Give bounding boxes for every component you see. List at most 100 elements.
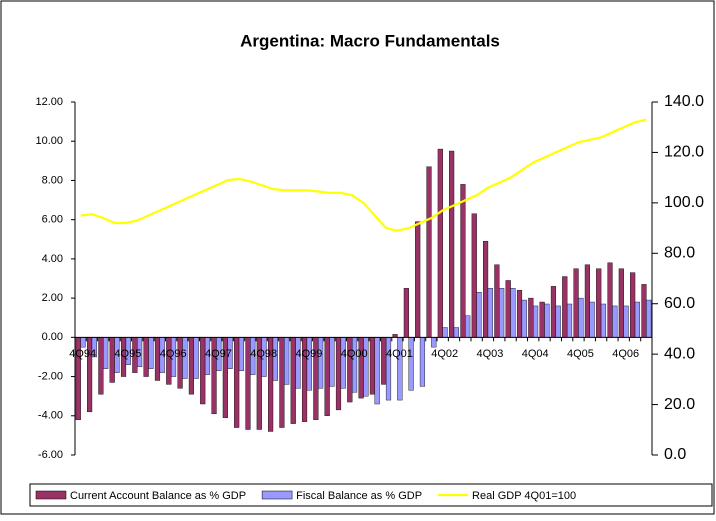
y2-tick-label: 100.0: [664, 194, 704, 211]
bar: [555, 305, 561, 338]
y-tick-label: -2.00: [38, 370, 63, 382]
bar: [596, 268, 602, 338]
bar: [295, 337, 301, 389]
bar: [431, 337, 437, 348]
bar: [188, 337, 194, 395]
bar: [324, 337, 330, 416]
bar: [607, 262, 613, 338]
bar: [238, 337, 245, 371]
bar: [306, 337, 312, 391]
bar: [562, 276, 568, 338]
bar: [589, 301, 595, 338]
x-tick-label: 4Q96: [160, 348, 187, 360]
bar: [177, 337, 183, 389]
bar: [166, 337, 172, 385]
y2-tick-label: 20.0: [664, 396, 695, 413]
x-tick-label: 4Q00: [341, 348, 368, 360]
bar: [363, 337, 369, 397]
bar: [453, 327, 459, 338]
bar: [193, 337, 199, 379]
bar: [584, 264, 590, 338]
bar: [397, 337, 403, 401]
bar: [419, 337, 426, 387]
x-tick-label: 4Q94: [69, 348, 96, 360]
bar: [521, 299, 527, 338]
bar: [415, 221, 421, 338]
y-tick-label: 12.00: [35, 96, 63, 108]
bar: [98, 337, 104, 395]
bar: [533, 305, 539, 338]
bar: [284, 337, 290, 385]
x-tick-label: 4Q01: [386, 348, 413, 360]
bar: [623, 305, 629, 338]
x-tick-label: 4Q03: [476, 348, 503, 360]
bar: [516, 290, 523, 338]
bar: [340, 337, 346, 389]
legend-label: Current Account Balance as % GDP: [70, 490, 246, 502]
bar: [80, 337, 86, 348]
line-series: [80, 118, 647, 232]
bar: [482, 241, 489, 338]
y-tick-label: -6.00: [38, 449, 63, 461]
bar: [369, 337, 376, 395]
y2-tick-label: 60.0: [664, 295, 695, 312]
bar: [634, 301, 640, 338]
bar: [630, 272, 636, 338]
x-tick-label: 4Q95: [114, 348, 141, 360]
y2-tick-label: 80.0: [664, 245, 695, 262]
bar: [358, 337, 364, 399]
bar: [329, 337, 335, 387]
bar: [528, 297, 534, 338]
bar: [641, 284, 647, 338]
bar: [471, 213, 477, 338]
legend-box: [29, 483, 713, 507]
legend-label: Real GDP 4Q01=100: [472, 490, 576, 502]
legend-label: Fiscal Balance as % GDP: [296, 490, 422, 502]
bar: [494, 264, 500, 338]
legend-swatch: [261, 490, 293, 500]
bar: [437, 148, 443, 338]
chart-title: Argentina: Macro Fundamentals: [240, 31, 500, 50]
y-tick-label: 0.00: [42, 331, 63, 343]
y2-tick-label: 0.0: [664, 446, 686, 463]
bar: [374, 337, 380, 405]
y-tick-label: -4.00: [38, 410, 63, 422]
bar: [539, 301, 545, 338]
bar: [103, 337, 109, 369]
y-tick-label: 6.00: [42, 214, 63, 226]
y-tick-label: 10.00: [35, 135, 63, 147]
x-tick-label: 4Q05: [567, 348, 594, 360]
bar: [612, 305, 618, 338]
bar: [148, 337, 154, 369]
x-tick-label: 4Q97: [205, 348, 232, 360]
y-tick-label: 2.00: [42, 292, 63, 304]
x-tick-label: 4Q04: [522, 348, 549, 360]
bar: [566, 303, 573, 338]
bar: [279, 337, 285, 428]
bar: [618, 268, 624, 338]
bar: [234, 337, 240, 428]
x-tick-label: 4Q02: [431, 348, 458, 360]
x-tick-label: 4Q99: [295, 348, 322, 360]
bar: [573, 268, 579, 338]
y-tick-label: 4.00: [42, 253, 63, 265]
bar: [442, 327, 448, 338]
bar: [385, 337, 392, 401]
y2-tick-label: 120.0: [664, 144, 704, 161]
y2-tick-label: 40.0: [664, 345, 695, 362]
bar: [347, 337, 353, 403]
bar: [550, 286, 557, 338]
bar: [476, 292, 482, 338]
bar: [505, 280, 511, 338]
bar: [351, 337, 358, 393]
bar: [487, 288, 493, 338]
bar: [408, 337, 414, 391]
bar: [449, 150, 455, 338]
bar: [544, 303, 550, 338]
x-tick-label: 4Q98: [250, 348, 277, 360]
bar: [499, 288, 505, 338]
bar: [426, 166, 432, 338]
bar: [318, 337, 324, 389]
